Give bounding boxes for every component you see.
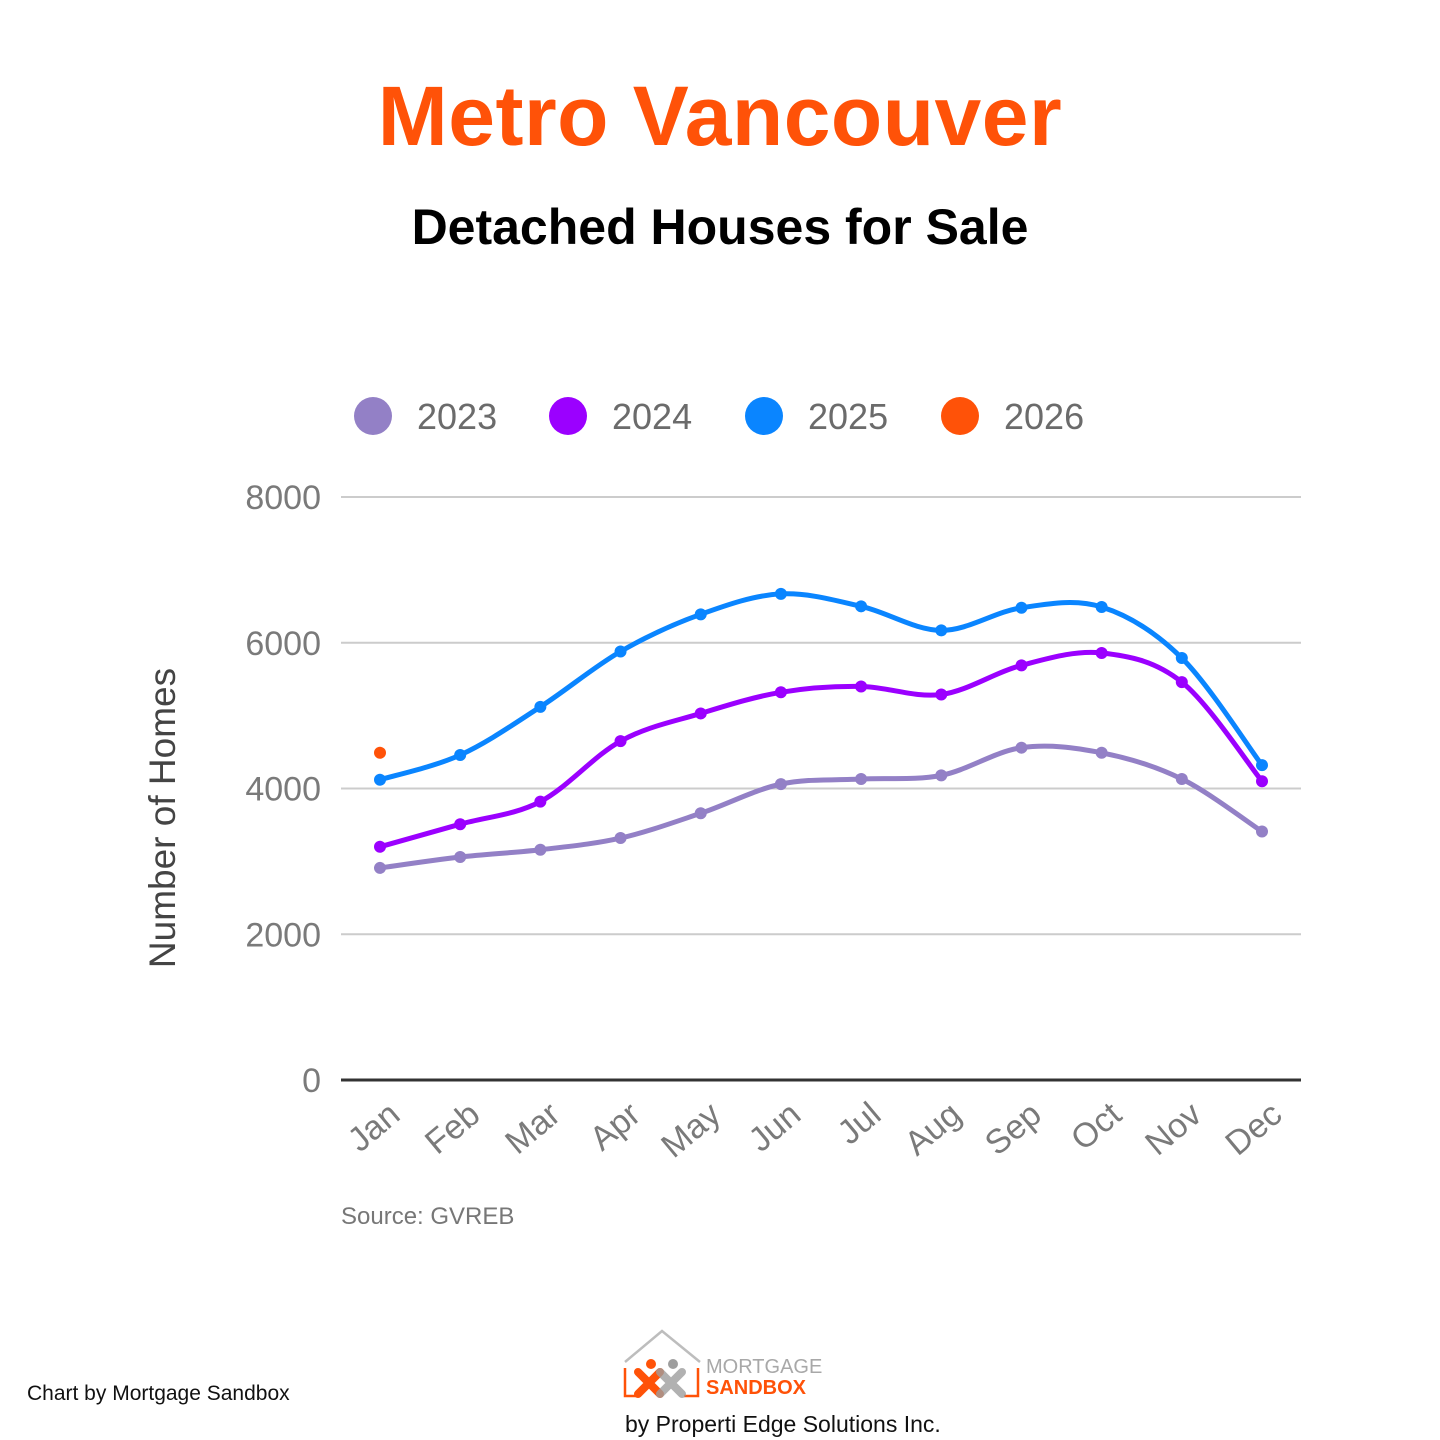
page-subtitle: Detached Houses for Sale [411,199,1029,255]
data-point-2023 [774,778,787,791]
mortgage-sandbox-logo: MORTGAGE SANDBOX [623,1329,822,1398]
data-point-2023 [1256,825,1268,838]
x-tick-label: May [654,1095,728,1165]
data-point-2025 [1175,652,1188,665]
data-point-2023 [935,769,948,782]
series-line-2024 [377,649,1265,850]
x-tick-label: Sep [978,1095,1049,1163]
company-name: by Properti Edge Solutions Inc. [625,1411,941,1437]
line-chart: 2023 2024 2025 2026 0 2000 4000 6000 8000 Jan Fe… [142,396,1301,1230]
data-point-2024 [454,818,467,831]
source-note: Source: GVREB [341,1203,514,1230]
x-axis-ticks: Jan Feb Mar Apr May Jun Jul Aug Sep Oct Nov Dec [341,1095,1289,1166]
legend-label-2026: 2026 [1004,396,1084,437]
data-point-2024 [374,840,386,853]
x-tick-label: Aug [898,1095,969,1163]
series-line-2025 [377,591,1265,783]
data-point-2025 [614,645,627,658]
data-point-2023 [534,843,547,856]
svg-text:MORTGAGE: MORTGAGE [706,1356,822,1378]
data-point-2024 [1015,659,1028,672]
data-point-2023 [1175,773,1188,786]
data-point-2023 [454,851,467,864]
data-point-2025 [935,624,948,637]
legend-marker-2025 [745,397,783,435]
data-point-2023 [1015,741,1028,754]
legend-marker-2024 [549,397,587,435]
x-tick-label: Mar [498,1095,567,1162]
y-axis-ticks: 0 2000 4000 6000 8000 [245,479,321,1100]
chart-gridlines [341,496,1301,1082]
svg-text:SANDBOX: SANDBOX [706,1377,807,1398]
data-point-2025 [855,600,868,613]
chart-series [374,587,1268,874]
page-title: Metro Vancouver [377,69,1063,163]
data-point-2024 [614,735,627,748]
data-point-2023 [694,807,707,820]
legend-label-2023: 2023 [417,396,497,437]
data-point-2026 [374,746,386,759]
x-tick-label: Jun [742,1095,808,1159]
legend-label-2024: 2024 [612,396,692,437]
data-point-2025 [1015,601,1028,614]
data-point-2024 [694,707,707,720]
y-tick-label: 4000 [245,771,321,809]
data-point-2024 [1256,775,1268,788]
data-point-2025 [534,700,547,713]
data-point-2025 [1095,601,1108,614]
data-point-2025 [374,773,386,786]
data-point-2024 [1175,676,1188,689]
x-tick-label: Dec [1218,1095,1289,1163]
data-point-2023 [614,832,627,845]
x-tick-label: Jan [341,1095,407,1159]
x-tick-label: Feb [418,1095,487,1162]
chart-legend: 2023 2024 2025 2026 [354,396,1084,437]
y-tick-label: 2000 [245,916,321,954]
data-point-2025 [774,587,787,600]
series-line-2023 [377,743,1265,871]
data-point-2024 [855,680,868,693]
data-point-2023 [1095,746,1108,759]
legend-label-2025: 2025 [808,396,888,437]
legend-marker-2023 [354,397,392,435]
y-axis-label: Number of Homes [142,668,183,968]
data-point-2025 [694,608,707,621]
data-point-2024 [534,795,547,808]
data-point-2024 [935,688,948,701]
legend-marker-2026 [941,397,979,435]
y-tick-label: 0 [302,1062,321,1100]
data-point-2023 [855,773,868,786]
data-point-2024 [1095,646,1108,659]
chart-credit: Chart by Mortgage Sandbox [27,1382,290,1405]
y-tick-label: 6000 [245,625,321,663]
x-tick-label: Jul [831,1095,889,1152]
data-point-2024 [774,686,787,699]
data-point-2025 [1256,759,1268,772]
y-tick-label: 8000 [245,479,321,517]
data-point-2023 [374,861,386,874]
x-tick-label: Oct [1064,1095,1129,1158]
data-point-2025 [454,748,467,761]
x-tick-label: Apr [583,1095,648,1158]
x-tick-label: Nov [1138,1095,1209,1163]
